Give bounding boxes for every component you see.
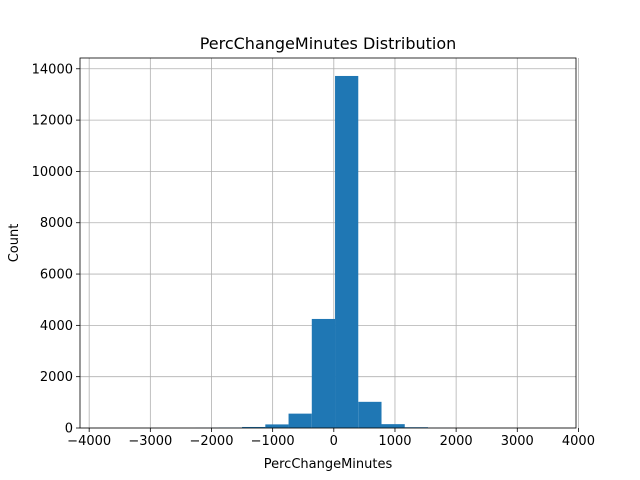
y-tick-label: 10000 — [32, 165, 73, 180]
chart-title: PercChangeMinutes Distribution — [200, 34, 457, 53]
histogram-bar — [288, 413, 312, 428]
histogram-bar — [335, 75, 359, 428]
x-tick-label: −4000 — [67, 434, 111, 449]
x-tick-label: 4000 — [562, 434, 595, 449]
grid-layer — [80, 58, 579, 429]
x-tick-label: 1000 — [378, 434, 411, 449]
y-tick-label: 14000 — [32, 62, 73, 77]
histogram-bar — [311, 318, 336, 428]
y-tick-label: 8000 — [40, 216, 73, 231]
x-tick-label: 2000 — [440, 434, 473, 449]
y-tick-label: 4000 — [40, 319, 73, 334]
x-tick-label: −3000 — [128, 434, 172, 449]
y-tick-label: 0 — [65, 422, 73, 437]
y-tick-label: 6000 — [40, 268, 73, 283]
y-tick-label: 2000 — [40, 370, 73, 385]
y-tick-label: 12000 — [32, 114, 73, 129]
x-tick-label: 0 — [330, 434, 338, 449]
x-axis-ticks: −4000 −3000 −2000 −1000 0 1000 2000 3000 4000 — [67, 428, 595, 449]
x-tick-label: −1000 — [251, 434, 295, 449]
histogram-bar — [265, 424, 289, 428]
plot-frame — [79, 57, 577, 429]
y-axis-label: Count — [7, 224, 22, 263]
x-axis-label: PercChangeMinutes — [264, 457, 393, 472]
histogram-bar — [381, 424, 405, 428]
bar-layer — [195, 75, 452, 428]
x-tick-label: 3000 — [501, 434, 534, 449]
histogram-bar — [358, 401, 382, 428]
y-axis-ticks: 0 2000 4000 6000 8000 10000 12000 14000 — [32, 62, 80, 437]
histogram-bar — [242, 426, 266, 428]
x-tick-label: −2000 — [189, 434, 233, 449]
